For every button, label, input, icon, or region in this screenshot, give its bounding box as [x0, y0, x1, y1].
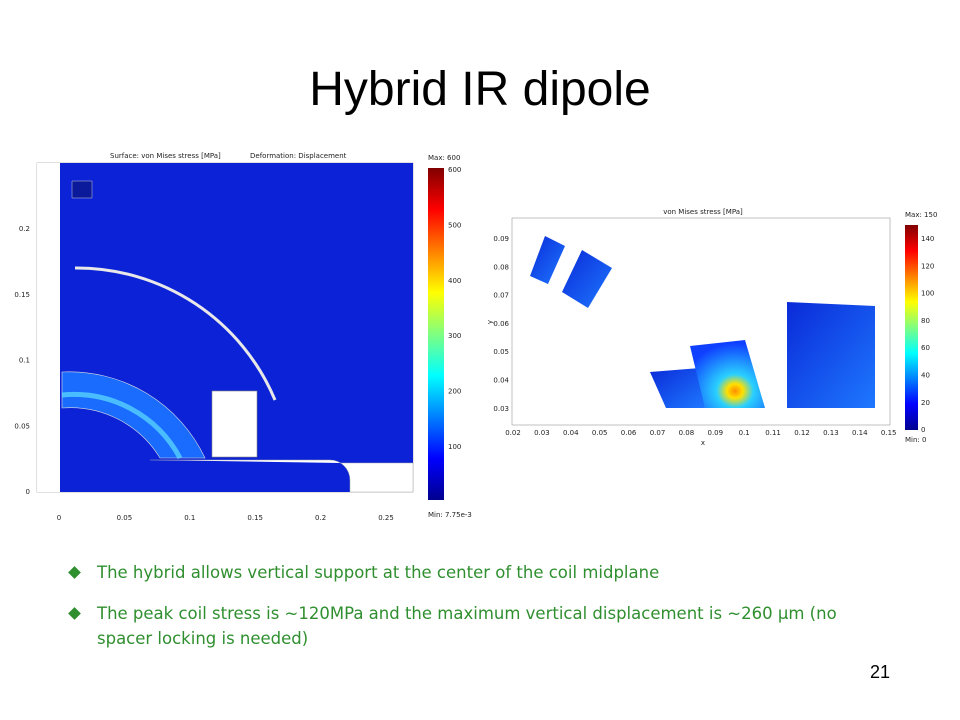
y-tick-label: 0.04 — [493, 377, 509, 385]
colorbar-min: Min: 7.75e-3 — [428, 511, 472, 519]
colorbar-tick-label: 140 — [921, 235, 934, 243]
colorbar-tick-label: 0 — [921, 426, 925, 434]
x-tick-label: 0.08 — [679, 429, 695, 437]
colorbar-max: Max: 600 — [428, 154, 460, 162]
gap-arc — [74, 266, 277, 401]
y-tick-label: 0.06 — [493, 320, 509, 328]
x-tick-label: 0.2 — [315, 514, 326, 522]
coil-block — [650, 368, 705, 408]
y-tick-label: 0.05 — [14, 422, 30, 430]
right-figure — [511, 217, 918, 430]
bullet-text: The peak coil stress is ~120MPa and the … — [97, 604, 837, 648]
y-tick-label: 0.05 — [493, 348, 509, 356]
x-axis-label: x — [701, 439, 705, 447]
y-tick-label: 0.1 — [19, 357, 30, 365]
x-tick-label: 0.04 — [563, 429, 579, 437]
x-tick-label: 0.14 — [852, 429, 868, 437]
colorbar-min: Min: 0 — [905, 436, 926, 444]
colorbar-tick-label: 80 — [921, 317, 930, 325]
y-tick-label: 0 — [26, 488, 30, 496]
x-tick-label: 0.09 — [708, 429, 724, 437]
coil-block — [530, 236, 565, 284]
colorbar-tick-label: 600 — [448, 166, 461, 174]
collar-corner — [71, 180, 93, 199]
colorbar-tick-label: 200 — [448, 388, 461, 396]
colorbar-tick-label: 60 — [921, 344, 930, 352]
colorbar-tick-label: 40 — [921, 372, 930, 380]
y-axis-label: y — [486, 320, 494, 324]
coil-region — [61, 371, 206, 459]
plot-label: Deformation: Displacement — [250, 152, 347, 160]
colorbar-tick-label: 300 — [448, 332, 461, 340]
coil-block — [690, 340, 765, 408]
x-tick-label: 0.1 — [184, 514, 195, 522]
colorbar-tick-label: 400 — [448, 277, 461, 285]
x-tick-label: 0.15 — [881, 429, 897, 437]
left-figure — [36, 162, 444, 500]
colorbar-tick-label: 500 — [448, 221, 461, 229]
y-tick-label: 0.03 — [493, 405, 509, 413]
x-tick-label: 0.03 — [534, 429, 550, 437]
x-tick-label: 0.15 — [247, 514, 263, 522]
x-tick-label: 0 — [57, 514, 61, 522]
y-tick-label: 0.2 — [19, 225, 30, 233]
coil-block — [562, 250, 612, 308]
y-tick-label: 0.09 — [493, 235, 509, 243]
bullet-text: The hybrid allows vertical support at th… — [97, 563, 660, 582]
x-tick-label: 0.07 — [650, 429, 666, 437]
coil-stress — [61, 391, 183, 460]
x-tick-label: 0.02 — [505, 429, 521, 437]
y-tick-label: 0.07 — [493, 292, 509, 300]
colorbar-max: Max: 150 — [905, 211, 937, 219]
bore-boundary — [150, 459, 414, 493]
x-tick-label: 0.05 — [592, 429, 608, 437]
support-block — [787, 302, 875, 408]
colorbar-tick-label: 100 — [448, 443, 461, 451]
x-tick-label: 0.25 — [378, 514, 394, 522]
x-tick-label: 0.12 — [794, 429, 810, 437]
x-tick-label: 0.06 — [621, 429, 637, 437]
colorbar-tick-label: 120 — [921, 262, 934, 270]
slide-title: Hybrid IR dipole — [309, 63, 651, 116]
x-tick-label: 0.1 — [739, 429, 750, 437]
plot-label: Surface: von Mises stress [MPa] — [110, 152, 221, 160]
white-strip — [37, 163, 60, 492]
hybrid-support — [211, 390, 258, 458]
colorbar — [905, 225, 918, 430]
colorbar — [428, 168, 444, 500]
plot-title: von Mises stress [MPa] — [663, 208, 743, 216]
x-tick-label: 0.13 — [823, 429, 839, 437]
x-tick-label: 0.05 — [117, 514, 133, 522]
colorbar-tick-label: 100 — [921, 290, 934, 298]
page-number: 21 — [870, 662, 891, 682]
y-tick-label: 0.15 — [14, 291, 30, 299]
x-tick-label: 0.11 — [765, 429, 781, 437]
colorbar-tick-label: 20 — [921, 399, 930, 407]
y-tick-label: 0.08 — [493, 263, 509, 271]
